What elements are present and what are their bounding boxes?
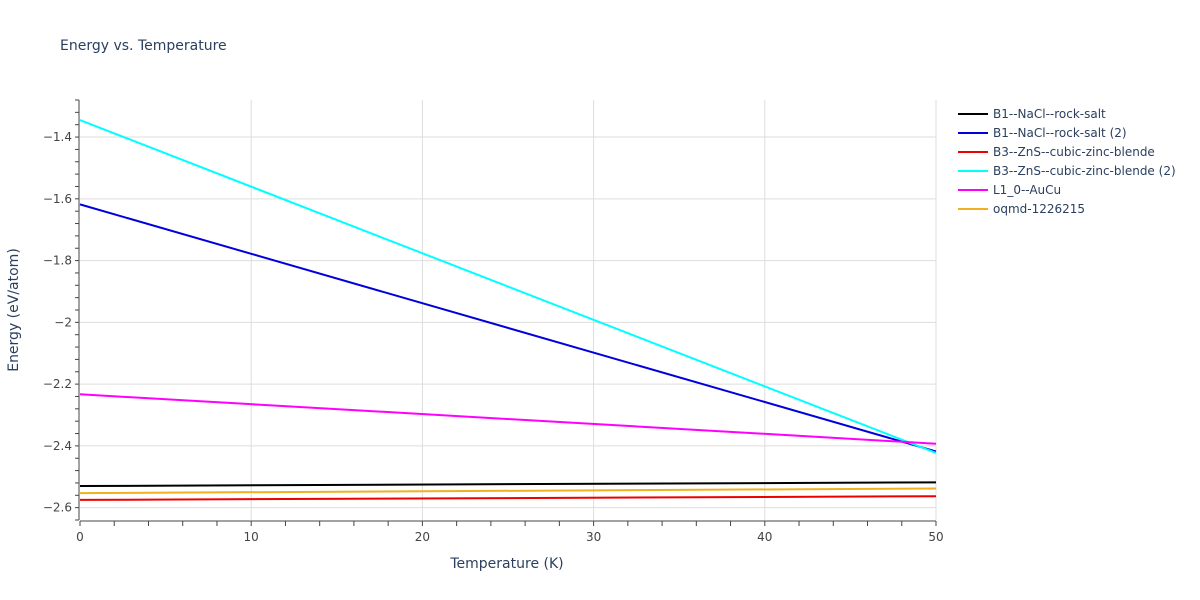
legend-label: B3--ZnS--cubic-zinc-blende xyxy=(993,145,1155,159)
x-tick-label: 40 xyxy=(757,530,772,544)
series-line xyxy=(79,393,937,445)
legend-label: B1--NaCl--rock-salt xyxy=(993,107,1106,121)
plot-area xyxy=(79,119,937,501)
legend-label: oqmd-1226215 xyxy=(993,202,1085,216)
x-tick-label: 10 xyxy=(244,530,259,544)
x-tick-label: 50 xyxy=(928,530,943,544)
grid xyxy=(80,100,937,520)
legend-item[interactable]: B3--ZnS--cubic-zinc-blende (2) xyxy=(958,164,1176,178)
legend-item[interactable]: B1--NaCl--rock-salt (2) xyxy=(958,126,1127,140)
x-axis-title: Temperature (K) xyxy=(449,556,563,572)
legend-item[interactable]: B1--NaCl--rock-salt xyxy=(958,107,1106,121)
legend-item[interactable]: L1_0--AuCu xyxy=(958,183,1061,197)
y-axis-title: Energy (eV/atom) xyxy=(6,248,22,372)
y-tick-label: −2.4 xyxy=(43,439,72,453)
series-line xyxy=(79,203,937,453)
y-tick-label: −2.2 xyxy=(43,377,72,391)
legend-item[interactable]: B3--ZnS--cubic-zinc-blende xyxy=(958,145,1155,159)
legend-label: B3--ZnS--cubic-zinc-blende (2) xyxy=(993,164,1176,178)
series-line xyxy=(79,495,937,501)
y-tick-label: −1.6 xyxy=(43,192,72,206)
series-line xyxy=(79,481,937,488)
x-tick-label: 20 xyxy=(415,530,430,544)
legend-label: L1_0--AuCu xyxy=(993,183,1061,197)
series-line xyxy=(79,487,937,495)
chart-title: Energy vs. Temperature xyxy=(60,38,227,54)
axes: 0 10 20 30 40 50 −1.4 −1.6 −1.8 −2 −2.2 −2.4 −2.6 xyxy=(43,99,944,544)
legend-item[interactable]: oqmd-1226215 xyxy=(958,202,1085,216)
y-tick-label: −1.8 xyxy=(43,254,72,268)
series-line xyxy=(79,119,937,454)
y-tick-label: −2.6 xyxy=(43,501,72,515)
y-tick-label: −2 xyxy=(54,315,72,329)
legend-label: B1--NaCl--rock-salt (2) xyxy=(993,126,1127,140)
x-tick-label: 30 xyxy=(586,530,601,544)
y-tick-label: −1.4 xyxy=(43,130,72,144)
legend[interactable]: B1--NaCl--rock-salt B1--NaCl--rock-salt (… xyxy=(958,107,1176,216)
x-tick-label: 0 xyxy=(76,530,84,544)
